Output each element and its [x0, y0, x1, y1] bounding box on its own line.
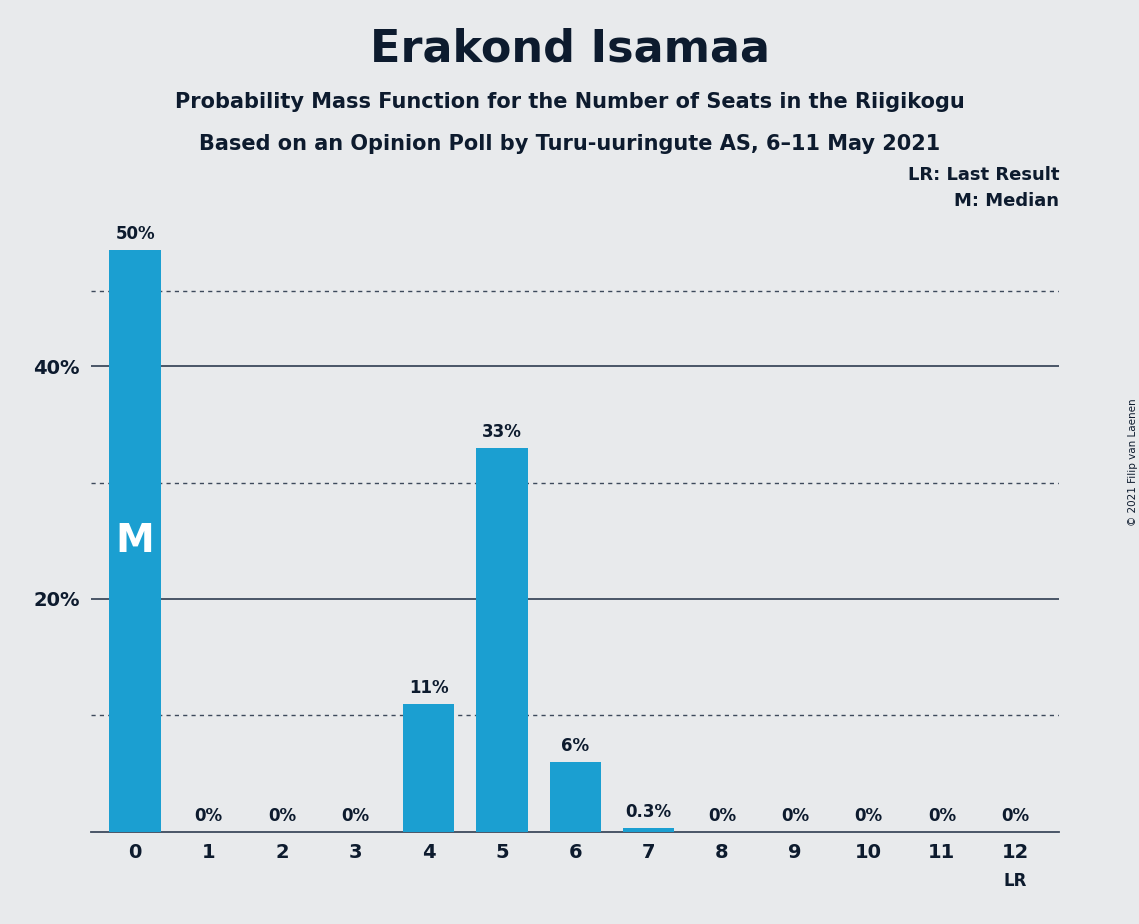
Text: Erakond Isamaa: Erakond Isamaa: [369, 28, 770, 71]
Text: 0%: 0%: [707, 807, 736, 824]
Text: Based on an Opinion Poll by Turu-uuringute AS, 6–11 May 2021: Based on an Opinion Poll by Turu-uuringu…: [199, 134, 940, 154]
Text: 0%: 0%: [195, 807, 222, 824]
Bar: [623, 828, 674, 832]
Text: 0%: 0%: [1001, 807, 1030, 824]
Bar: [549, 761, 601, 832]
Text: 0.3%: 0.3%: [625, 803, 672, 821]
Text: 0%: 0%: [854, 807, 883, 824]
Text: 11%: 11%: [409, 678, 449, 697]
Bar: [476, 447, 527, 832]
Text: 50%: 50%: [115, 225, 155, 243]
Text: LR: LR: [1003, 872, 1027, 891]
Text: 0%: 0%: [341, 807, 369, 824]
Text: M: Median: M: Median: [954, 191, 1059, 210]
Text: © 2021 Filip van Laenen: © 2021 Filip van Laenen: [1129, 398, 1138, 526]
Text: LR: Last Result: LR: Last Result: [908, 166, 1059, 185]
Text: 0%: 0%: [928, 807, 956, 824]
Text: 33%: 33%: [482, 422, 522, 441]
Bar: [403, 703, 454, 832]
Text: Probability Mass Function for the Number of Seats in the Riigikogu: Probability Mass Function for the Number…: [174, 92, 965, 113]
Text: 0%: 0%: [781, 807, 810, 824]
Text: 0%: 0%: [268, 807, 296, 824]
Text: 6%: 6%: [562, 736, 589, 755]
Bar: [109, 249, 161, 832]
Text: M: M: [116, 522, 155, 560]
